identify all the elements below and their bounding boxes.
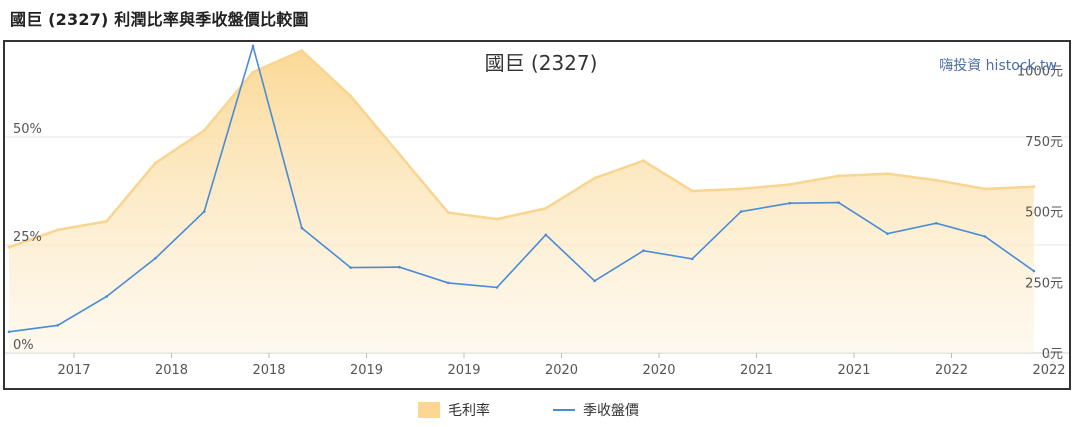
closing-price-line	[7, 43, 1036, 334]
right-axis-tick-label: 1000元	[1017, 64, 1063, 79]
chart-svg: 0% 25% 50% 0元 250元 500元 750元 1000元 2017 2018 2018 2…	[5, 43, 1069, 378]
closing-price-point	[202, 210, 206, 213]
x-tick-label: 2017	[57, 363, 90, 378]
closing-price-point	[154, 257, 157, 260]
gross-margin-point	[837, 174, 841, 178]
legend-swatch-line	[553, 409, 575, 411]
x-tick-label: 2022	[935, 363, 968, 378]
gross-margin-point	[934, 178, 938, 182]
gross-margin-point	[983, 187, 987, 191]
closing-price-point	[349, 266, 352, 269]
left-axis-tick-label: 25%	[13, 230, 42, 245]
x-tick-label: 2019	[447, 363, 480, 378]
gross-margin-point	[56, 228, 60, 232]
gross-margin-point	[593, 176, 597, 180]
closing-price-point	[105, 295, 108, 298]
gross-margin-point	[739, 187, 743, 191]
gross-margin-point	[153, 161, 157, 165]
x-tick-label: 2020	[545, 363, 578, 378]
closing-price-point	[300, 226, 304, 230]
chart-frame: 0% 25% 50% 0元 250元 500元 750元 1000元 2017 2018 2018 2…	[3, 40, 1071, 390]
gross-margin-point	[202, 129, 206, 132]
x-tick-label: 2022	[1032, 363, 1065, 378]
chart-legend: 毛利率 季收盤價	[0, 400, 1080, 422]
gross-margin-point	[690, 189, 694, 193]
closing-price-point	[1032, 269, 1036, 273]
gross-margin-point	[300, 49, 304, 53]
gross-margin-point	[1032, 185, 1036, 189]
legend-item-gross-margin[interactable]: 毛利率	[418, 400, 490, 420]
closing-price-point	[56, 324, 60, 327]
legend-label-closing-price: 季收盤價	[583, 403, 639, 419]
gross-margin-point	[544, 206, 548, 210]
right-axis-tick-label: 750元	[1025, 135, 1063, 150]
right-axis-tick-label: 0元	[1042, 347, 1063, 362]
gross-margin-point	[105, 219, 109, 223]
gross-margin-point	[349, 94, 353, 98]
closing-price-point	[544, 233, 548, 237]
gross-margin-point	[397, 152, 401, 156]
x-tick-label: 2020	[642, 363, 675, 378]
left-axis-tick-label: 50%	[13, 122, 42, 137]
axis-labels: 0% 25% 50% 0元 250元 500元 750元 1000元 2017 2018 2018 2…	[13, 64, 1066, 378]
closing-price-point	[446, 281, 450, 285]
left-axis-tick-label: 0%	[13, 338, 34, 353]
x-tick-label: 2021	[837, 363, 870, 378]
closing-price-point	[690, 257, 694, 261]
gross-margin-point	[495, 217, 499, 221]
closing-price-point	[495, 286, 499, 289]
legend-swatch-area	[418, 402, 440, 418]
legend-item-closing-price[interactable]: 季收盤價	[553, 400, 639, 420]
x-tick-label: 2019	[350, 363, 383, 378]
chart-watermark: 嗨投資 histock.tw	[939, 58, 1057, 74]
x-tick-label: 2018	[252, 363, 285, 378]
closing-price-point	[788, 201, 792, 205]
gross-margin-area	[7, 49, 1036, 353]
right-axis-tick-label: 500元	[1025, 206, 1063, 221]
page-heading: 國巨 (2327) 利潤比率與季收盤價比較圖	[10, 10, 309, 29]
gross-margin-point	[7, 245, 11, 249]
legend-label-gross-margin: 毛利率	[448, 403, 490, 419]
right-axis-tick-label: 250元	[1025, 276, 1063, 291]
gross-margin-point	[885, 172, 889, 176]
gross-margin-point	[788, 183, 792, 186]
x-tick-label: 2018	[155, 363, 188, 378]
chart-title: 國巨 (2327)	[485, 51, 598, 75]
gross-margin-area-edge	[8, 49, 1034, 249]
closing-price-point	[983, 235, 987, 238]
closing-price-point	[251, 44, 255, 48]
closing-price-point	[398, 265, 401, 269]
gross-margin-point	[251, 70, 255, 74]
closing-price-point	[7, 330, 11, 334]
closing-price-polyline	[8, 43, 1035, 333]
x-tick-label: 2021	[740, 363, 773, 378]
closing-price-point	[739, 210, 743, 213]
gross-margin-point	[641, 159, 645, 163]
gross-margin-point	[446, 211, 450, 215]
closing-price-point	[934, 221, 938, 225]
closing-price-point	[642, 249, 645, 252]
closing-price-point	[886, 232, 889, 235]
closing-price-point	[593, 279, 596, 283]
gross-margin-area-fill	[9, 50, 1034, 353]
closing-price-point	[837, 201, 840, 204]
